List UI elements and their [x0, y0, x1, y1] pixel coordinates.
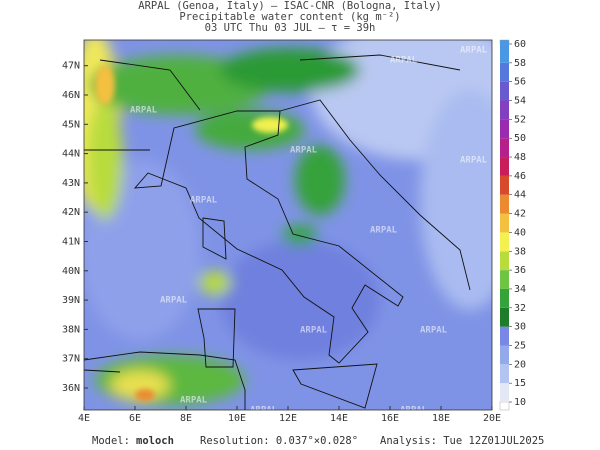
colorbar-label: 52 — [514, 114, 526, 125]
colorbar-segment — [500, 232, 509, 252]
lon-label: 20E — [483, 413, 501, 424]
map-field: ARPAL ARPAL ARPAL ARPAL ARPAL ARPAL ARPAL ARPAL… — [84, 40, 492, 416]
colorbar-label: 58 — [514, 58, 526, 69]
colorbar-label: 54 — [514, 96, 526, 107]
lat-label: 44N — [62, 149, 80, 160]
lat-label: 39N — [62, 295, 80, 306]
colorbar-label: 48 — [514, 152, 526, 163]
colorbar-segment — [500, 100, 509, 120]
colorbar-segment — [500, 44, 509, 63]
colorbar-label: 30 — [514, 322, 526, 333]
watermark: ARPAL — [460, 156, 488, 166]
watermark: ARPAL — [300, 326, 328, 336]
colorbar-segment — [500, 138, 509, 158]
watermark: ARPAL — [190, 196, 218, 206]
lat-label: 47N — [62, 61, 80, 72]
colorbar-segment — [500, 270, 509, 289]
colorbar-label: 36 — [514, 265, 526, 276]
analysis: Analysis: Tue 12Z01JUL2025 — [380, 435, 544, 447]
colorbar-segment — [500, 81, 509, 101]
lat-label: 42N — [62, 207, 80, 218]
watermark: ARPAL — [400, 406, 428, 416]
colorbar-segment — [500, 119, 509, 139]
coastlines — [84, 54, 471, 410]
lon-label: 6E — [129, 413, 141, 424]
colorbar-label: 56 — [514, 77, 526, 88]
colorbar-segment — [500, 194, 509, 214]
lat-label: 40N — [62, 266, 80, 277]
colorbar-label: 40 — [514, 227, 526, 238]
watermark: ARPAL — [250, 406, 278, 416]
lon-label: 18E — [432, 413, 450, 424]
colorbar-segment — [500, 175, 509, 195]
lat-label: 41N — [62, 237, 80, 248]
colorbar-segment — [500, 288, 509, 308]
lon-label: 14E — [330, 413, 348, 424]
colorbar-label: 42 — [514, 209, 526, 220]
colorbar-segment — [500, 345, 509, 365]
lat-label: 45N — [62, 119, 80, 130]
colorbar-segment — [500, 157, 509, 176]
colorbar-label: 32 — [514, 303, 526, 314]
lat-label: 37N — [62, 354, 80, 365]
lon-label: 8E — [180, 413, 192, 424]
header-line: ARPAL (Genoa, Italy) — ISAC-CNR (Bologna… — [138, 0, 441, 12]
watermark: ARPAL — [370, 226, 398, 236]
watermark: ARPAL — [290, 146, 318, 156]
colorbar-label: 46 — [514, 171, 526, 182]
watermarks: ARPAL ARPAL ARPAL ARPAL ARPAL ARPAL ARPAL ARPAL… — [130, 46, 488, 416]
header-line: Precipitable water content (kg m⁻²) — [179, 11, 400, 23]
colorbar-segment — [500, 307, 509, 327]
colorbar-label: 34 — [514, 284, 526, 295]
lon-label: 10E — [228, 413, 246, 424]
watermark: ARPAL — [180, 396, 208, 406]
colorbar: 10 15 20 25 30 32 34 36 38 40 42 44 46 48 50 52 54 56 58 60 — [499, 39, 526, 411]
colorbar-label: 60 — [514, 39, 526, 50]
watermark: ARPAL — [420, 326, 448, 336]
resolution: Resolution: 0.037°×0.028° — [200, 435, 358, 447]
lat-label: 46N — [62, 90, 80, 101]
colorbar-end — [499, 39, 510, 45]
colorbar-segment — [500, 251, 509, 271]
lat-label: 36N — [62, 383, 80, 394]
colorbar-segment — [500, 62, 509, 82]
watermark: ARPAL — [160, 296, 188, 306]
colorbar-segment — [500, 364, 509, 384]
lat-label: 43N — [62, 178, 80, 189]
colorbar-label: 10 — [514, 397, 526, 408]
lon-label: 16E — [381, 413, 399, 424]
colorbar-segment — [500, 326, 509, 346]
colorbar-end — [499, 401, 510, 411]
axis-ticks: 4E 6E 8E 10E 12E 14E 16E 18E 20E 36N 37N 38N 39N 40N 4… — [62, 61, 501, 424]
header-line: 03 UTC Thu 03 JUL — τ = 39h — [205, 22, 376, 34]
watermark: ARPAL — [390, 56, 418, 66]
lat-label: 38N — [62, 324, 80, 335]
watermark: ARPAL — [130, 106, 158, 116]
lon-label: 12E — [279, 413, 297, 424]
colorbar-label: 44 — [514, 190, 526, 201]
colorbar-segment — [500, 213, 509, 233]
colorbar-label: 50 — [514, 133, 526, 144]
lon-label: 4E — [78, 413, 90, 424]
colorbar-label: 20 — [514, 359, 526, 370]
model-name: moloch — [136, 435, 174, 447]
colorbar-label: 25 — [514, 340, 526, 351]
colorbar-segment — [500, 383, 509, 402]
watermark: ARPAL — [460, 46, 488, 56]
colorbar-label: 38 — [514, 246, 526, 257]
colorbar-label: 15 — [514, 378, 526, 389]
model-label: Model: — [92, 435, 130, 447]
